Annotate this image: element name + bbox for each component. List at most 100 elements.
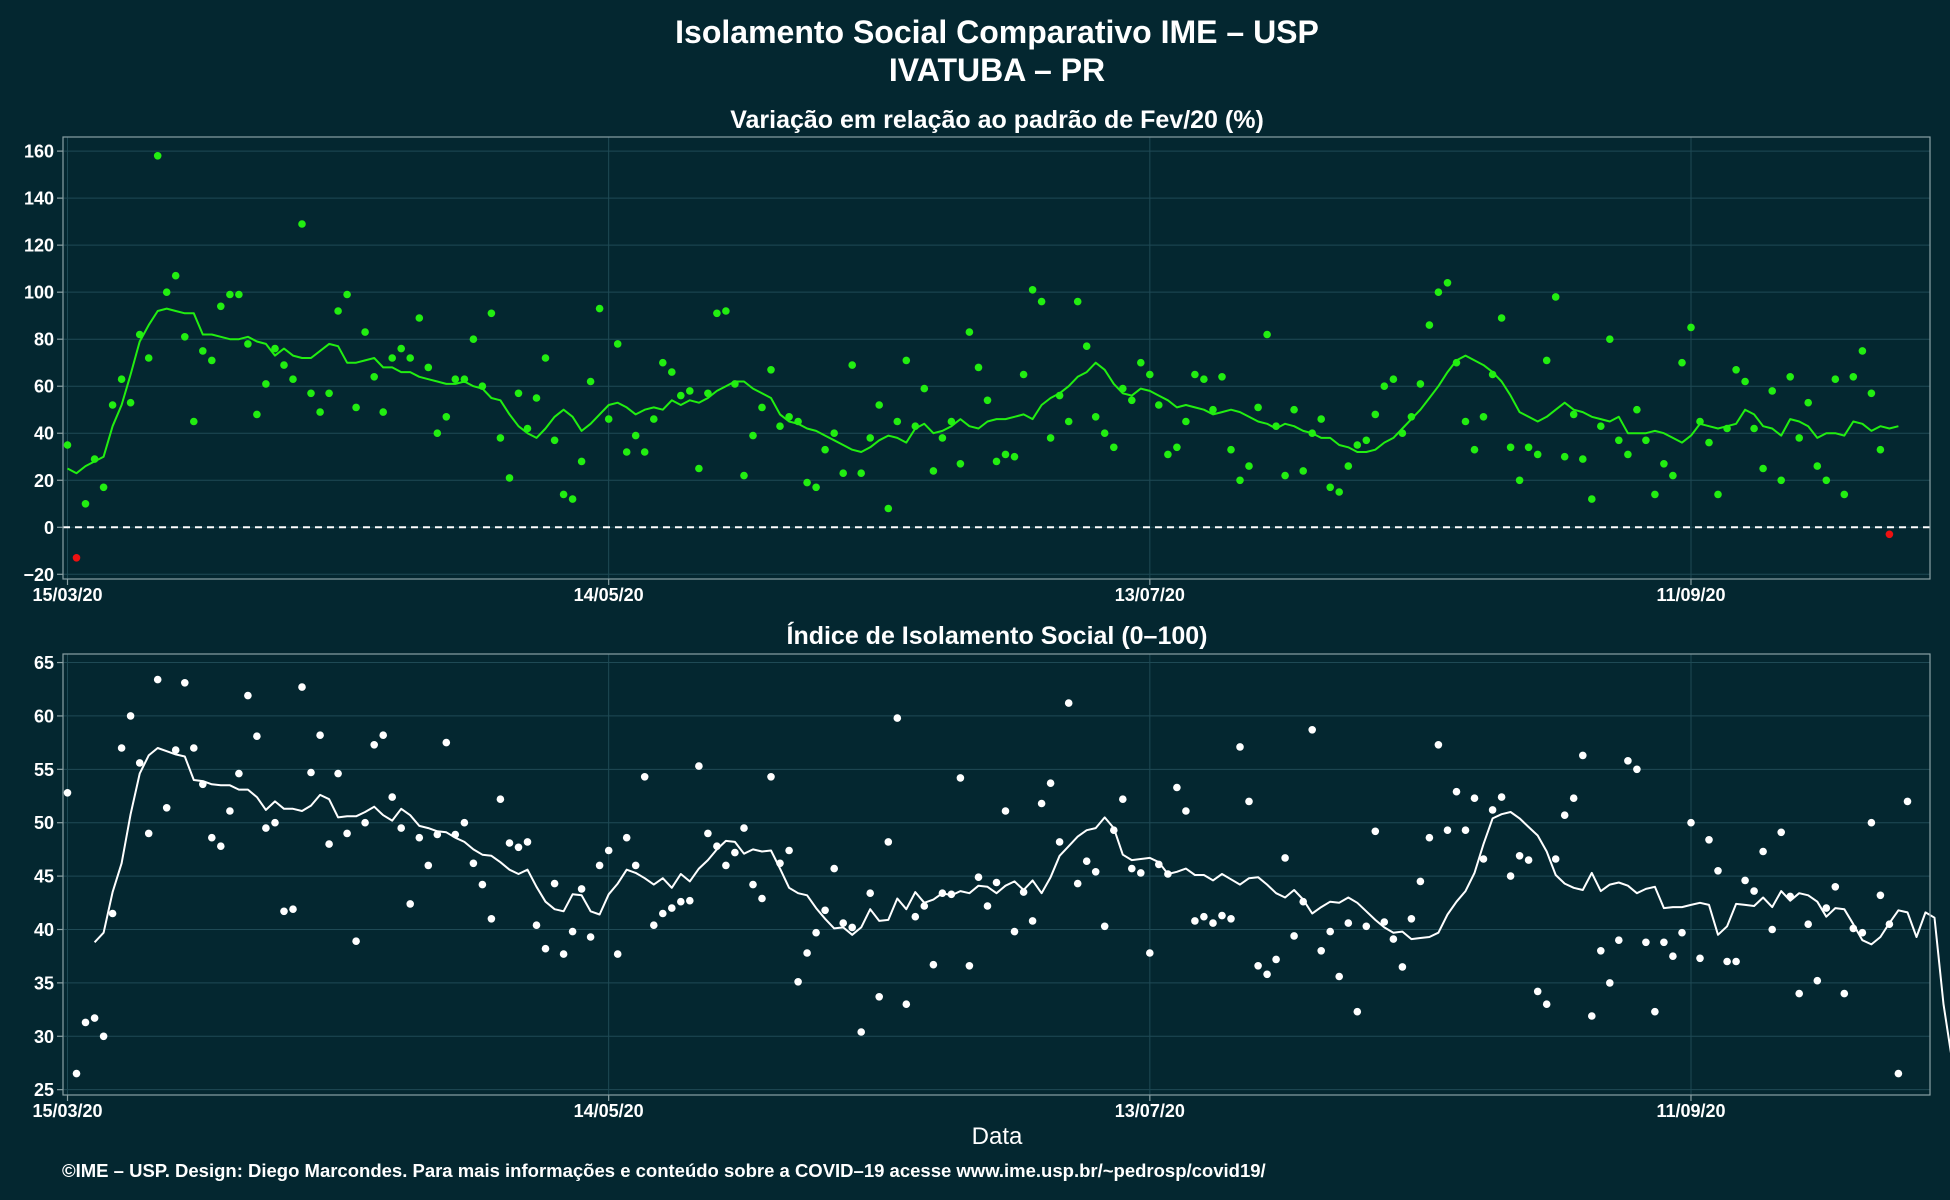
variation-data-point — [171, 271, 180, 280]
isolation-data-point — [758, 894, 766, 903]
isolation-data-point — [1470, 794, 1479, 802]
variation-data-point — [541, 354, 550, 362]
variation-data-point — [1588, 495, 1596, 503]
isolation-data-point — [1488, 806, 1497, 814]
isolation-data-point — [370, 741, 379, 749]
variation-data-point — [848, 361, 856, 369]
variation-x-tick-label: 14/05/20 — [574, 585, 644, 605]
variation-data-point — [442, 413, 451, 421]
isolation-data-point — [956, 774, 965, 782]
isolation-data-point — [1651, 1007, 1659, 1016]
variation-data-point — [722, 307, 730, 315]
variation-data-point — [1660, 460, 1668, 468]
variation-data-point — [595, 304, 604, 313]
variation-data-point — [397, 344, 406, 353]
isolation-data-point — [1452, 787, 1461, 796]
variation-x-tick-label: 13/07/20 — [1115, 585, 1185, 605]
variation-data-point — [1705, 438, 1713, 447]
variation-data-point — [1858, 347, 1867, 355]
isolation-data-point — [1741, 876, 1749, 885]
isolation-data-point — [162, 804, 171, 812]
variation-data-point — [559, 490, 568, 499]
variation-panel: Variação em relação ao padrão de Fev/20 … — [23, 106, 1931, 605]
variation-data-point — [334, 307, 342, 315]
isolation-y-tick-label: 40 — [34, 920, 54, 940]
isolation-x-tick-label: 14/05/20 — [574, 1101, 644, 1121]
variation-data-point — [1822, 476, 1831, 485]
isolation-data-point — [1759, 847, 1767, 856]
isolation-data-point — [117, 744, 126, 752]
isolation-data-point — [280, 907, 288, 916]
variation-data-point — [821, 445, 829, 454]
isolation-data-point — [388, 793, 397, 801]
isolation-data-point — [406, 900, 415, 908]
isolation-data-point — [875, 993, 883, 1001]
variation-data-point — [1100, 429, 1109, 438]
isolation-data-point — [668, 904, 676, 912]
isolation-data-point — [893, 714, 902, 722]
variation-y-tick-label: −20 — [23, 565, 54, 585]
variation-data-point — [190, 417, 198, 426]
variation-data-point — [253, 410, 261, 419]
isolation-index-panel: Índice de Isolamento Social (0–100) Data… — [32, 621, 1950, 1150]
variation-data-point — [1299, 467, 1307, 475]
isolation-y-tick-label: 30 — [34, 1027, 54, 1047]
isolation-data-point — [586, 933, 595, 941]
isolation-data-point — [1407, 915, 1416, 923]
variation-data-point — [325, 389, 333, 398]
variation-data-point — [1651, 490, 1659, 499]
variation-data-point — [63, 441, 72, 449]
variation-data-point — [99, 483, 108, 492]
isolation-data-point — [424, 861, 433, 870]
variation-data-point — [622, 448, 631, 456]
isolation-data-point — [135, 759, 144, 767]
variation-data-point — [1037, 297, 1046, 306]
isolation-data-point — [460, 818, 469, 827]
variation-data-point — [1155, 401, 1163, 409]
variation-y-tick-label: 160 — [24, 142, 54, 162]
isolation-data-point — [1091, 868, 1100, 876]
variation-data-point — [1200, 375, 1208, 384]
isolation-data-point — [821, 906, 829, 915]
isolation-data-point — [767, 773, 775, 781]
variation-data-point — [1777, 476, 1785, 485]
isolation-data-point — [1732, 957, 1740, 966]
variation-data-point — [1741, 377, 1749, 386]
isolation-data-point — [90, 1014, 99, 1022]
isolation-data-point — [568, 927, 577, 936]
isolation-data-point — [253, 732, 261, 740]
isolation-data-point — [1551, 855, 1560, 863]
isolation-data-point — [1010, 927, 1019, 936]
isolation-data-point — [631, 861, 640, 870]
variation-data-point — [1443, 279, 1452, 287]
isolation-data-point — [171, 746, 180, 754]
variation-data-point — [758, 403, 766, 412]
variation-x-tick-label: 11/09/20 — [1656, 585, 1725, 605]
variation-y-tick-label: 140 — [24, 189, 54, 209]
variation-data-point — [181, 333, 189, 341]
isolation-data-point — [1398, 963, 1407, 971]
variation-data-point — [884, 504, 893, 513]
isolation-data-point — [379, 731, 388, 739]
variation-data-point — [713, 309, 721, 318]
variation-data-point — [1506, 443, 1515, 452]
isolation-data-point — [1073, 879, 1082, 888]
variation-data-point — [280, 361, 288, 369]
isolation-data-point — [532, 921, 541, 929]
variation-data-point — [1380, 382, 1389, 391]
variation-data-point — [1353, 441, 1362, 449]
variation-data-point — [992, 457, 1001, 466]
isolation-data-point — [1200, 912, 1208, 921]
isolation-data-point — [1858, 928, 1867, 937]
variation-data-point — [1064, 417, 1073, 426]
isolation-data-point — [496, 795, 505, 803]
variation-data-point — [875, 401, 883, 409]
variation-data-point — [1371, 410, 1380, 419]
variation-data-point — [938, 434, 947, 442]
isolation-data-point — [1055, 838, 1064, 846]
isolation-y-tick-label: 65 — [34, 653, 54, 673]
variation-data-point — [650, 415, 658, 423]
isolation-data-point — [857, 1028, 865, 1036]
isolation-data-point — [740, 824, 748, 832]
variation-data-point — [217, 302, 225, 311]
